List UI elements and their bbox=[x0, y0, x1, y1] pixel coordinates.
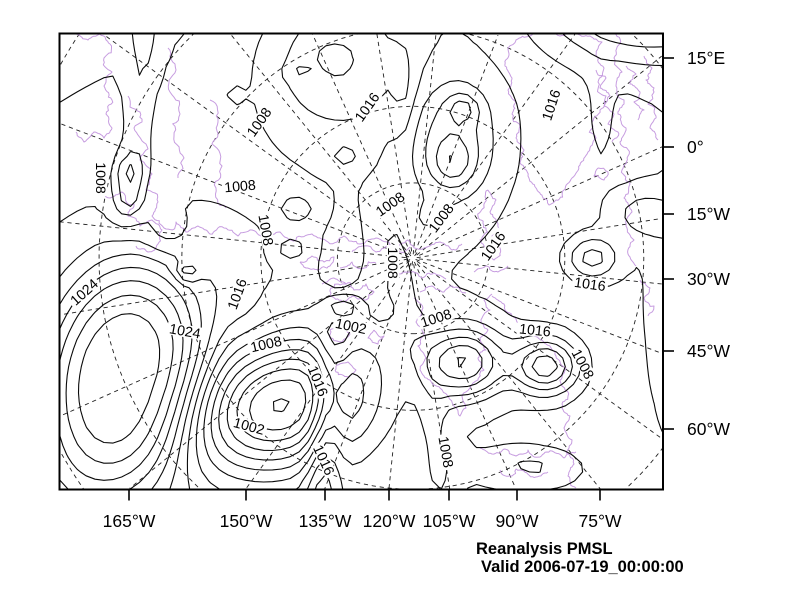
svg-text:1008: 1008 bbox=[254, 213, 275, 247]
svg-text:150°W: 150°W bbox=[220, 511, 273, 531]
svg-text:1002: 1002 bbox=[231, 415, 266, 439]
svg-text:120°W: 120°W bbox=[363, 511, 416, 531]
svg-text:1016: 1016 bbox=[573, 275, 607, 295]
svg-text:1002: 1002 bbox=[334, 316, 368, 338]
svg-text:105°W: 105°W bbox=[423, 511, 476, 531]
svg-text:60°W: 60°W bbox=[687, 419, 730, 439]
svg-text:1008: 1008 bbox=[249, 334, 283, 357]
svg-text:1008: 1008 bbox=[384, 247, 400, 279]
svg-text:1016: 1016 bbox=[518, 321, 551, 340]
svg-text:45°W: 45°W bbox=[687, 341, 730, 361]
svg-text:1008: 1008 bbox=[434, 435, 455, 469]
svg-text:Reanalysis PMSL: Reanalysis PMSL bbox=[476, 540, 613, 558]
svg-text:15°W: 15°W bbox=[687, 204, 730, 224]
svg-text:90°W: 90°W bbox=[496, 511, 539, 531]
svg-text:15°E: 15°E bbox=[687, 48, 725, 68]
svg-text:1024: 1024 bbox=[168, 321, 202, 342]
svg-text:75°W: 75°W bbox=[579, 511, 622, 531]
svg-text:Valid 2006-07-19_00:00:00: Valid 2006-07-19_00:00:00 bbox=[481, 558, 684, 576]
svg-text:165°W: 165°W bbox=[103, 511, 156, 531]
svg-text:1008: 1008 bbox=[224, 178, 257, 197]
svg-text:0°: 0° bbox=[687, 137, 704, 157]
svg-text:30°W: 30°W bbox=[687, 269, 730, 289]
svg-text:135°W: 135°W bbox=[299, 511, 352, 531]
svg-text:1008: 1008 bbox=[92, 162, 108, 194]
